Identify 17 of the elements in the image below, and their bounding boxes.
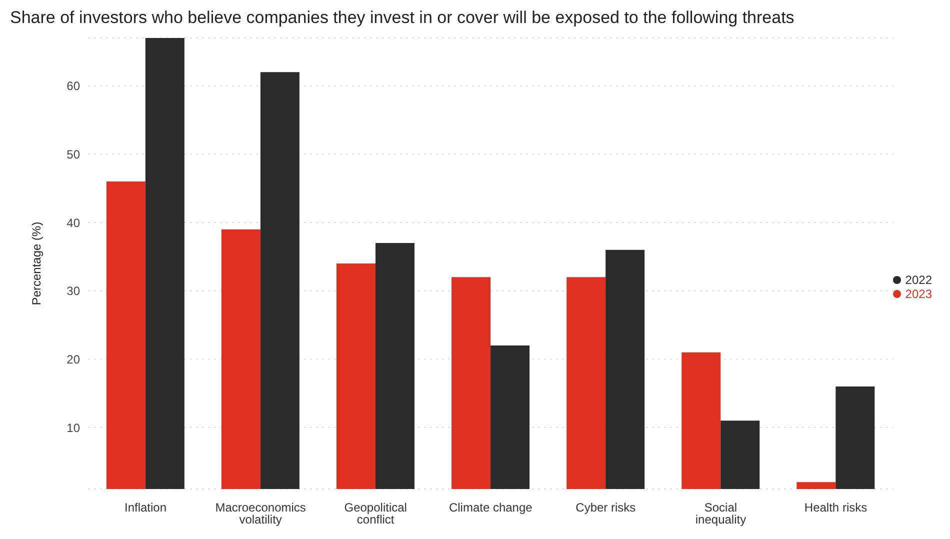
x-tick-label: Cyber risks	[576, 500, 636, 515]
chart-title: Share of investors who believe companies they invest in or cover will be exposed to the following threats	[10, 8, 796, 29]
y-tick-label: 60	[66, 79, 80, 94]
legend-label: 2022	[905, 272, 932, 286]
y-tick-label: 50	[66, 147, 80, 162]
x-tick-label: Social inequality	[695, 500, 746, 527]
x-tick-label: Climate change	[448, 500, 533, 515]
y-tick-label: 10	[66, 420, 80, 435]
y-tick-label: 30	[66, 284, 80, 298]
x-tick-label: Geopolitical conflict	[344, 500, 407, 527]
x-tick-label: Macroeconomics volatility	[215, 500, 306, 527]
y-tick-label: 40	[66, 216, 80, 230]
x-tick-label: Health risks	[804, 500, 868, 515]
legend-label: 2023	[905, 286, 932, 300]
y-tick-label: 20	[66, 352, 80, 366]
y-axis-title: Percentage (%)	[29, 222, 44, 306]
x-tick-label: Inflation	[124, 500, 167, 515]
